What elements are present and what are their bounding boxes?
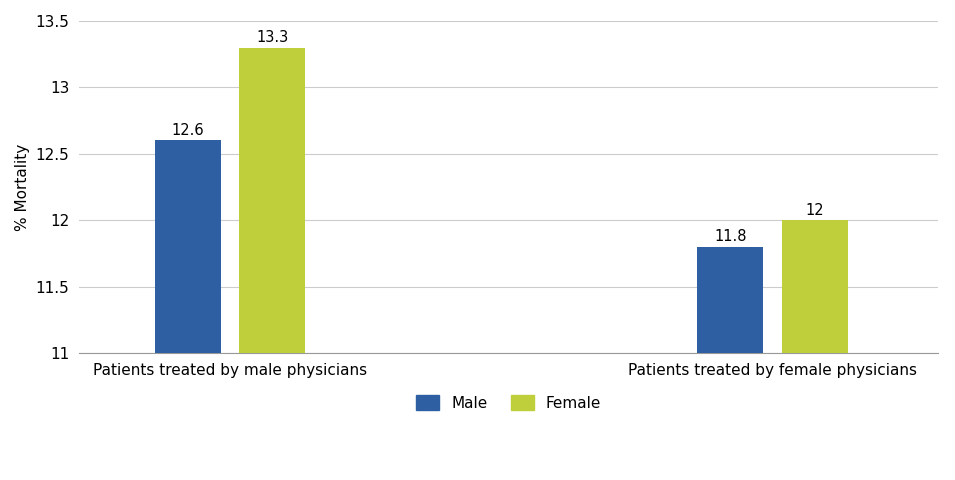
Bar [697,247,763,480]
Text: 11.8: 11.8 [714,229,747,244]
Bar [781,220,848,480]
Text: 12: 12 [805,203,824,217]
Bar [239,48,306,480]
Bar [155,141,221,480]
Text: 13.3: 13.3 [256,30,288,45]
Legend: Male, Female: Male, Female [409,387,608,418]
Text: 12.6: 12.6 [171,123,204,138]
Y-axis label: % Mortality: % Mortality [15,144,30,230]
